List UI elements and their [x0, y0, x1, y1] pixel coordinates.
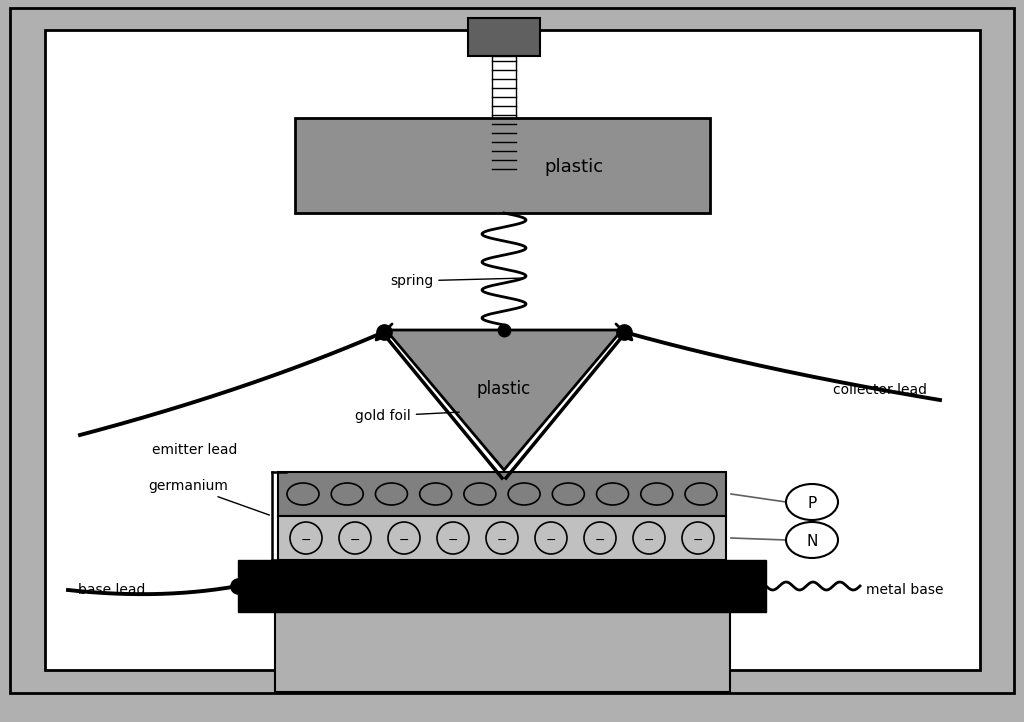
FancyBboxPatch shape	[468, 18, 540, 56]
Text: plastic: plastic	[477, 380, 531, 398]
Ellipse shape	[786, 522, 838, 558]
Ellipse shape	[597, 483, 629, 505]
FancyBboxPatch shape	[278, 516, 726, 560]
FancyBboxPatch shape	[492, 56, 516, 178]
Text: emitter lead: emitter lead	[153, 443, 238, 457]
Text: collector lead: collector lead	[833, 383, 927, 397]
Ellipse shape	[786, 484, 838, 520]
FancyBboxPatch shape	[45, 30, 980, 670]
Text: base lead: base lead	[78, 583, 145, 597]
Text: N: N	[806, 534, 818, 549]
Ellipse shape	[420, 483, 452, 505]
Text: −: −	[447, 534, 459, 547]
Text: plastic: plastic	[545, 159, 603, 176]
FancyBboxPatch shape	[295, 118, 710, 213]
Text: germanium: germanium	[148, 479, 269, 515]
Text: −: −	[546, 534, 556, 547]
Text: −: −	[301, 534, 311, 547]
Circle shape	[339, 522, 371, 554]
Circle shape	[584, 522, 616, 554]
FancyBboxPatch shape	[275, 612, 730, 692]
Text: −: −	[350, 534, 360, 547]
Text: −: −	[644, 534, 654, 547]
FancyBboxPatch shape	[238, 560, 766, 612]
Text: −: −	[398, 534, 410, 547]
Polygon shape	[386, 330, 622, 470]
Text: gold foil: gold foil	[355, 409, 459, 423]
Ellipse shape	[331, 483, 364, 505]
Text: −: −	[497, 534, 507, 547]
Circle shape	[437, 522, 469, 554]
Circle shape	[290, 522, 322, 554]
Ellipse shape	[685, 483, 717, 505]
Text: −: −	[693, 534, 703, 547]
Ellipse shape	[287, 483, 319, 505]
FancyBboxPatch shape	[278, 472, 726, 516]
Ellipse shape	[552, 483, 585, 505]
Text: −: −	[595, 534, 605, 547]
Ellipse shape	[641, 483, 673, 505]
Circle shape	[633, 522, 665, 554]
Ellipse shape	[464, 483, 496, 505]
FancyBboxPatch shape	[10, 8, 1014, 693]
Text: spring: spring	[390, 274, 523, 288]
Text: P: P	[807, 497, 816, 511]
Ellipse shape	[376, 483, 408, 505]
Circle shape	[486, 522, 518, 554]
Ellipse shape	[508, 483, 540, 505]
Circle shape	[535, 522, 567, 554]
Text: metal base: metal base	[866, 583, 944, 597]
Circle shape	[682, 522, 714, 554]
Circle shape	[388, 522, 420, 554]
